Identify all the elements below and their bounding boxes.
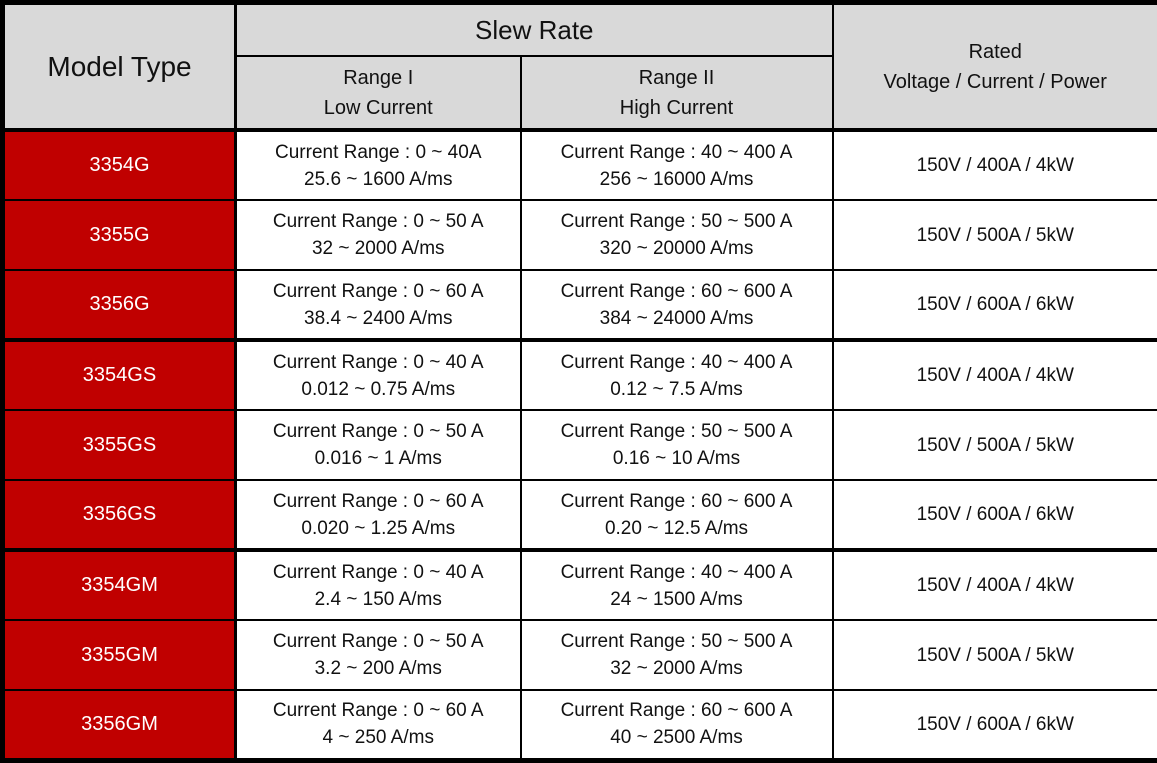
range2-slew-text: 0.20 ~ 12.5 A/ms <box>522 515 832 542</box>
range1-slew-text: 4 ~ 250 A/ms <box>237 724 520 751</box>
header-range1-line1: Range I <box>237 63 520 93</box>
range1-cell: Current Range : 0 ~ 50 A 3.2 ~ 200 A/ms <box>236 620 521 690</box>
model-cell: 3356GS <box>3 480 236 550</box>
range1-slew-text: 0.020 ~ 1.25 A/ms <box>237 515 520 542</box>
range2-current-text: Current Range : 60 ~ 600 A <box>522 278 832 305</box>
range1-cell: Current Range : 0 ~ 40 A 0.012 ~ 0.75 A/… <box>236 340 521 410</box>
range2-slew-text: 256 ~ 16000 A/ms <box>522 166 832 193</box>
model-cell: 3356G <box>3 270 236 340</box>
model-cell: 3354GM <box>3 550 236 620</box>
range1-current-text: Current Range : 0 ~ 40 A <box>237 349 520 376</box>
rated-cell: 150V / 400A / 4kW <box>833 130 1157 200</box>
table-row: 3356GS Current Range : 0 ~ 60 A 0.020 ~ … <box>3 480 1157 550</box>
table-row: 3356G Current Range : 0 ~ 60 A 38.4 ~ 24… <box>3 270 1157 340</box>
model-cell: 3354G <box>3 130 236 200</box>
range2-cell: Current Range : 40 ~ 400 A 256 ~ 16000 A… <box>521 130 833 200</box>
range1-current-text: Current Range : 0 ~ 40 A <box>237 559 520 586</box>
table-header: Model Type Slew Rate Rated Voltage / Cur… <box>3 3 1157 131</box>
range2-cell: Current Range : 50 ~ 500 A 32 ~ 2000 A/m… <box>521 620 833 690</box>
range1-cell: Current Range : 0 ~ 60 A 0.020 ~ 1.25 A/… <box>236 480 521 550</box>
rated-cell: 150V / 500A / 5kW <box>833 200 1157 270</box>
range1-cell: Current Range : 0 ~ 40A 25.6 ~ 1600 A/ms <box>236 130 521 200</box>
range2-slew-text: 24 ~ 1500 A/ms <box>522 586 832 613</box>
rated-cell: 150V / 600A / 6kW <box>833 690 1157 760</box>
range2-cell: Current Range : 60 ~ 600 A 40 ~ 2500 A/m… <box>521 690 833 760</box>
rated-cell: 150V / 400A / 4kW <box>833 550 1157 620</box>
range1-cell: Current Range : 0 ~ 50 A 0.016 ~ 1 A/ms <box>236 410 521 480</box>
range1-slew-text: 38.4 ~ 2400 A/ms <box>237 305 520 332</box>
header-range2-line1: Range II <box>522 63 832 93</box>
range1-cell: Current Range : 0 ~ 40 A 2.4 ~ 150 A/ms <box>236 550 521 620</box>
header-range2-line2: High Current <box>522 93 832 123</box>
rated-cell: 150V / 600A / 6kW <box>833 270 1157 340</box>
range1-cell: Current Range : 0 ~ 60 A 4 ~ 250 A/ms <box>236 690 521 760</box>
header-range1: Range I Low Current <box>236 56 521 130</box>
header-rated: Rated Voltage / Current / Power <box>833 3 1157 131</box>
table-row: 3355GS Current Range : 0 ~ 50 A 0.016 ~ … <box>3 410 1157 480</box>
range1-slew-text: 25.6 ~ 1600 A/ms <box>237 166 520 193</box>
model-cell: 3355GS <box>3 410 236 480</box>
range1-slew-text: 0.016 ~ 1 A/ms <box>237 445 520 472</box>
header-slew-rate: Slew Rate <box>236 3 833 57</box>
range2-cell: Current Range : 60 ~ 600 A 0.20 ~ 12.5 A… <box>521 480 833 550</box>
range1-slew-text: 0.012 ~ 0.75 A/ms <box>237 376 520 403</box>
model-cell: 3355G <box>3 200 236 270</box>
range2-cell: Current Range : 40 ~ 400 A 0.12 ~ 7.5 A/… <box>521 340 833 410</box>
range2-slew-text: 0.12 ~ 7.5 A/ms <box>522 376 832 403</box>
range2-current-text: Current Range : 40 ~ 400 A <box>522 139 832 166</box>
range2-current-text: Current Range : 50 ~ 500 A <box>522 208 832 235</box>
range2-current-text: Current Range : 40 ~ 400 A <box>522 559 832 586</box>
range1-current-text: Current Range : 0 ~ 50 A <box>237 628 520 655</box>
header-model-type: Model Type <box>3 3 236 131</box>
rated-cell: 150V / 600A / 6kW <box>833 480 1157 550</box>
range2-slew-text: 384 ~ 24000 A/ms <box>522 305 832 332</box>
rated-cell: 150V / 500A / 5kW <box>833 620 1157 690</box>
table-row: 3355G Current Range : 0 ~ 50 A 32 ~ 2000… <box>3 200 1157 270</box>
range1-current-text: Current Range : 0 ~ 40A <box>237 139 520 166</box>
range2-cell: Current Range : 50 ~ 500 A 320 ~ 20000 A… <box>521 200 833 270</box>
header-rated-line2: Voltage / Current / Power <box>834 67 1157 97</box>
range2-cell: Current Range : 50 ~ 500 A 0.16 ~ 10 A/m… <box>521 410 833 480</box>
model-cell: 3356GM <box>3 690 236 760</box>
range2-slew-text: 40 ~ 2500 A/ms <box>522 724 832 751</box>
model-cell: 3355GM <box>3 620 236 690</box>
model-cell: 3354GS <box>3 340 236 410</box>
range1-current-text: Current Range : 0 ~ 60 A <box>237 488 520 515</box>
range2-current-text: Current Range : 60 ~ 600 A <box>522 697 832 724</box>
range1-current-text: Current Range : 0 ~ 50 A <box>237 208 520 235</box>
rated-cell: 150V / 400A / 4kW <box>833 340 1157 410</box>
range2-current-text: Current Range : 50 ~ 500 A <box>522 628 832 655</box>
header-rated-line1: Rated <box>834 37 1157 67</box>
range2-cell: Current Range : 60 ~ 600 A 384 ~ 24000 A… <box>521 270 833 340</box>
table-row: 3354GS Current Range : 0 ~ 40 A 0.012 ~ … <box>3 340 1157 410</box>
range1-slew-text: 3.2 ~ 200 A/ms <box>237 655 520 682</box>
table-row: 3354G Current Range : 0 ~ 40A 25.6 ~ 160… <box>3 130 1157 200</box>
table-row: 3354GM Current Range : 0 ~ 40 A 2.4 ~ 15… <box>3 550 1157 620</box>
table-row: 3355GM Current Range : 0 ~ 50 A 3.2 ~ 20… <box>3 620 1157 690</box>
rated-cell: 150V / 500A / 5kW <box>833 410 1157 480</box>
range2-slew-text: 320 ~ 20000 A/ms <box>522 235 832 262</box>
range2-current-text: Current Range : 60 ~ 600 A <box>522 488 832 515</box>
range1-slew-text: 32 ~ 2000 A/ms <box>237 235 520 262</box>
range2-current-text: Current Range : 40 ~ 400 A <box>522 349 832 376</box>
range2-cell: Current Range : 40 ~ 400 A 24 ~ 1500 A/m… <box>521 550 833 620</box>
range1-cell: Current Range : 0 ~ 60 A 38.4 ~ 2400 A/m… <box>236 270 521 340</box>
range1-current-text: Current Range : 0 ~ 50 A <box>237 418 520 445</box>
header-range1-line2: Low Current <box>237 93 520 123</box>
range2-slew-text: 32 ~ 2000 A/ms <box>522 655 832 682</box>
range1-current-text: Current Range : 0 ~ 60 A <box>237 278 520 305</box>
range1-slew-text: 2.4 ~ 150 A/ms <box>237 586 520 613</box>
range1-cell: Current Range : 0 ~ 50 A 32 ~ 2000 A/ms <box>236 200 521 270</box>
range1-current-text: Current Range : 0 ~ 60 A <box>237 697 520 724</box>
range2-slew-text: 0.16 ~ 10 A/ms <box>522 445 832 472</box>
table-row: 3356GM Current Range : 0 ~ 60 A 4 ~ 250 … <box>3 690 1157 760</box>
header-range2: Range II High Current <box>521 56 833 130</box>
range2-current-text: Current Range : 50 ~ 500 A <box>522 418 832 445</box>
